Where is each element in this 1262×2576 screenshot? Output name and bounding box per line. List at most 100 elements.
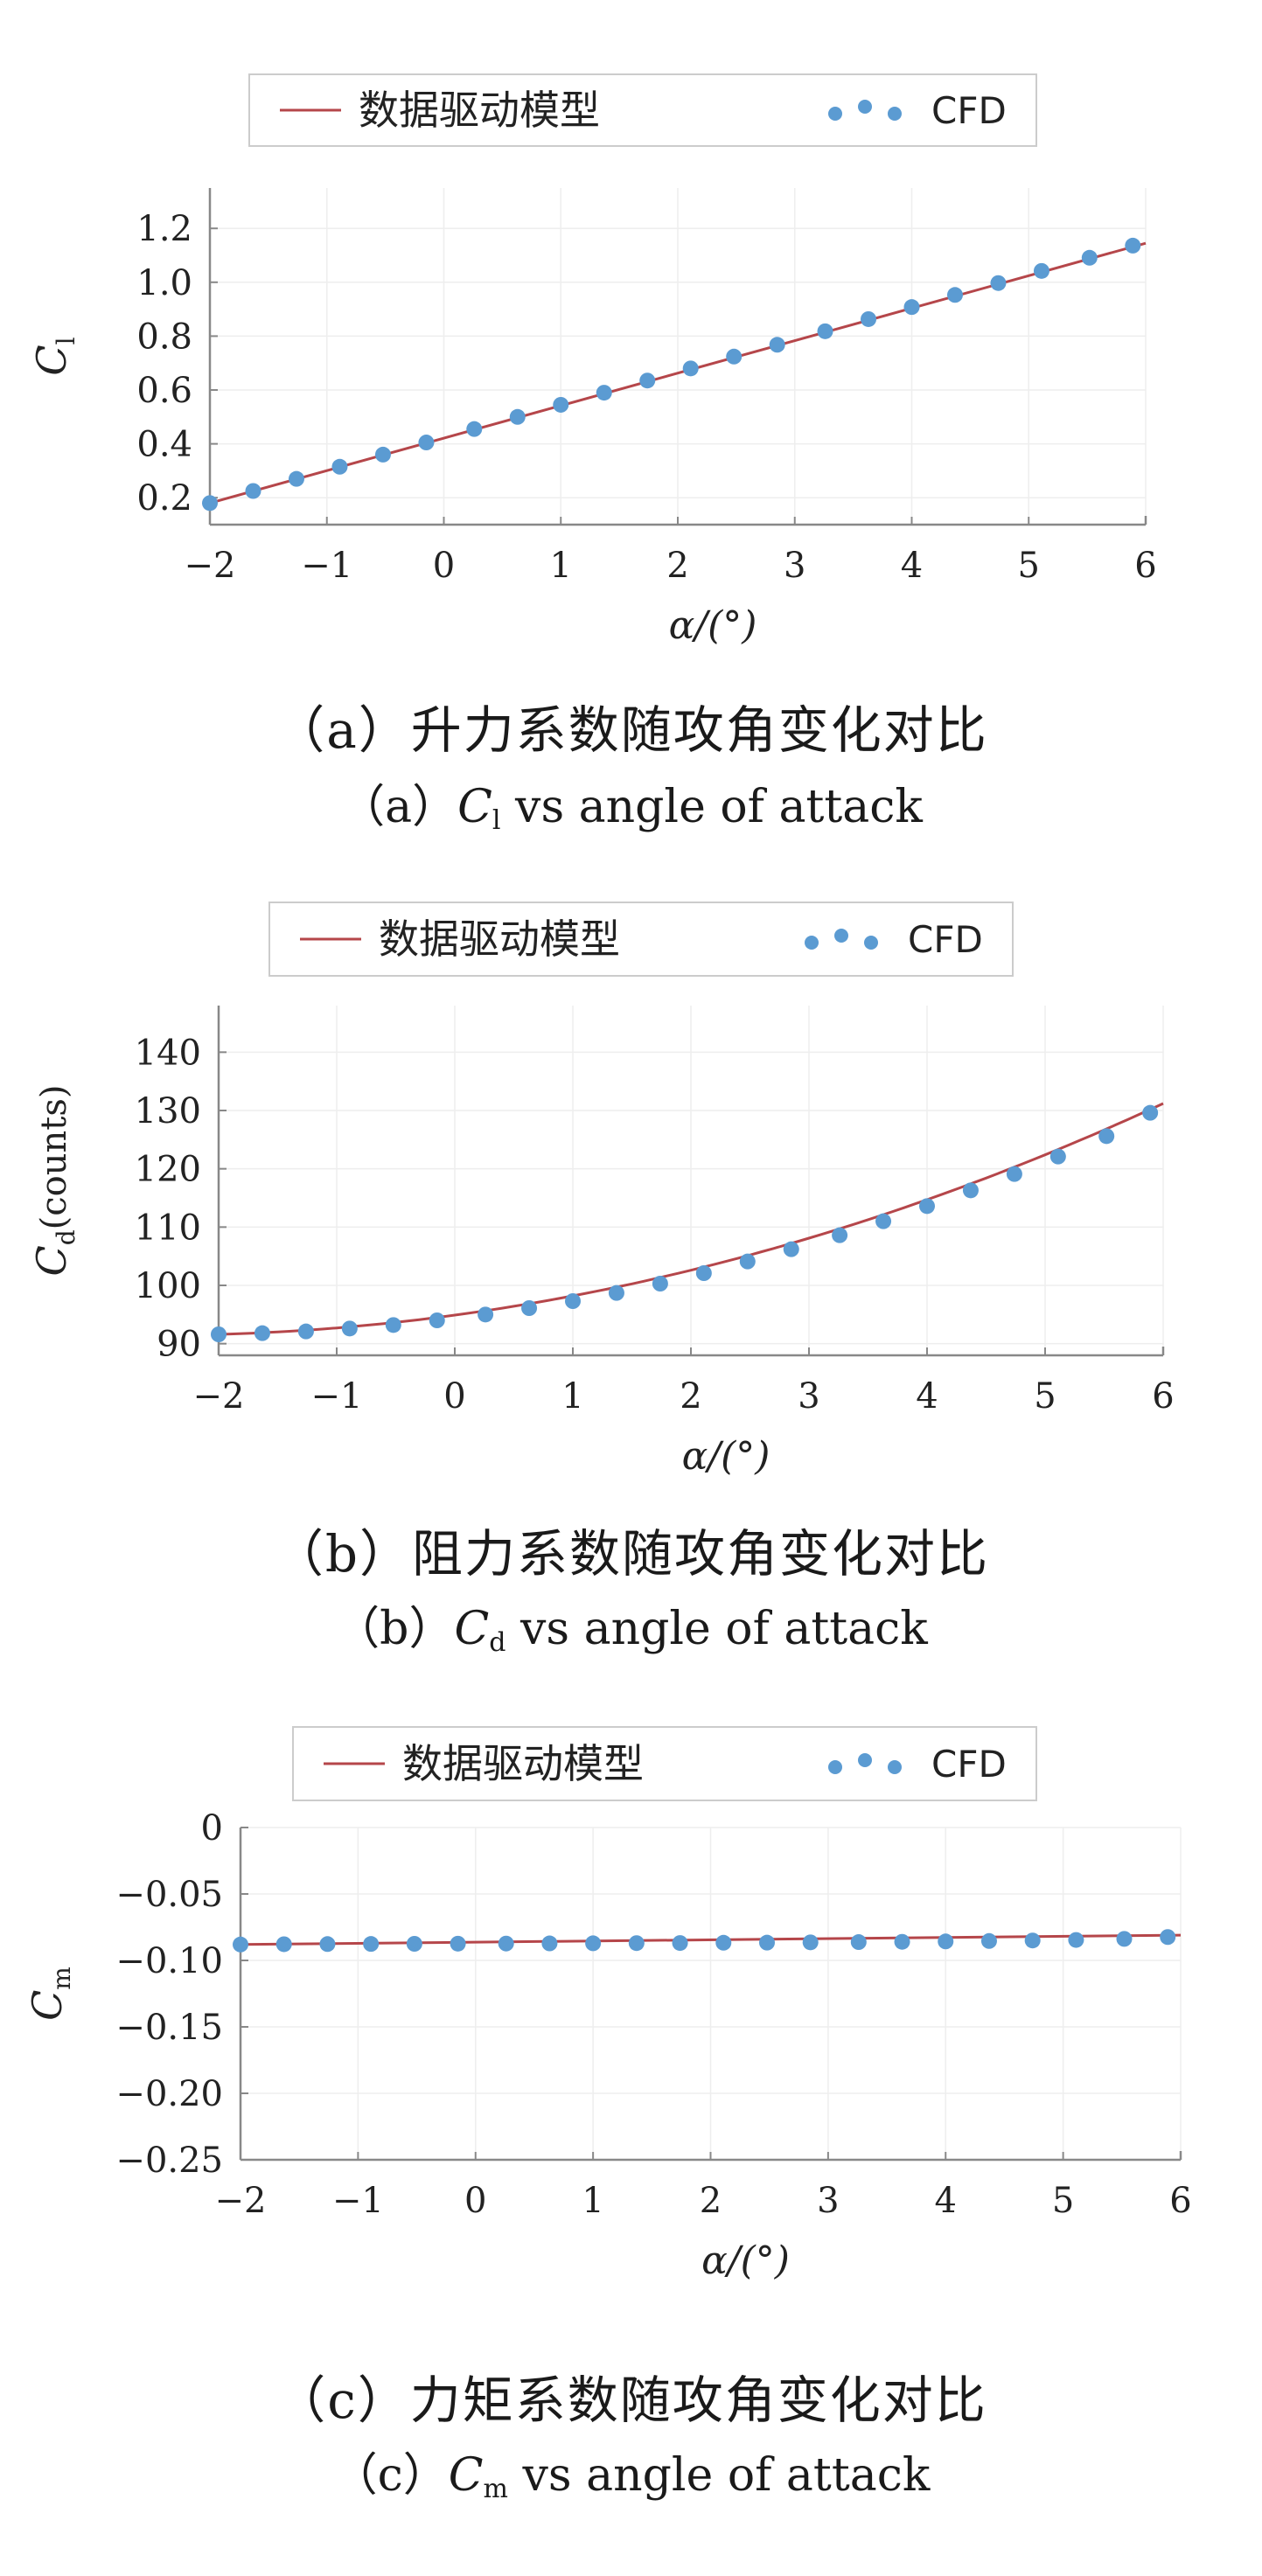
cfd-point <box>1024 1932 1041 1949</box>
cfd-point <box>319 1936 336 1953</box>
cfd-point <box>1049 1148 1066 1165</box>
cfd-point <box>521 1300 538 1316</box>
x-tick-label: −2 <box>193 1376 245 1417</box>
legend: 数据驱动模型 CFD <box>268 902 1014 977</box>
cfd-point <box>245 483 261 499</box>
x-tick-label: 4 <box>935 2181 957 2221</box>
legend-cfd-swatch <box>805 936 819 950</box>
y-tick-label: 0.4 <box>136 425 192 465</box>
legend-box <box>248 73 1037 147</box>
caption-en-symbol: C <box>454 1603 490 1655</box>
y-axis-label-symbol: C <box>28 1245 75 1276</box>
model-line <box>218 1102 1164 1336</box>
caption-en-rest: vs angle of attack <box>505 1603 928 1655</box>
legend-cfd-swatch <box>828 1760 842 1774</box>
cfd-point <box>1125 237 1141 254</box>
cfd-point <box>450 1935 466 1952</box>
y-tick-label: 0.2 <box>136 478 192 519</box>
x-tick-label: −2 <box>215 2181 267 2221</box>
cfd-point <box>275 1936 292 1953</box>
cfd-point <box>498 1935 514 1952</box>
x-tick-label: 2 <box>700 2181 722 2221</box>
cfd-point <box>1006 1166 1022 1182</box>
legend-model-label: 数据驱动模型 <box>359 87 600 134</box>
y-tick-label: 1.2 <box>136 209 192 249</box>
x-tick-label: −1 <box>311 1376 363 1417</box>
y-tick-label: 90 <box>157 1325 201 1365</box>
x-tick-label: 1 <box>561 1376 583 1417</box>
cfd-point <box>903 299 920 316</box>
cfd-point <box>341 1320 358 1337</box>
cfd-point <box>739 1253 756 1270</box>
cfd-point <box>802 1934 819 1951</box>
legend: 数据驱动模型 CFD <box>292 1726 1037 1801</box>
y-tick-label: 130 <box>135 1091 201 1131</box>
caption-zh-lift: （a）升力系数随攻角变化对比 <box>274 700 988 760</box>
x-tick-label: −1 <box>332 2181 384 2221</box>
cfd-point <box>962 1182 979 1199</box>
y-axis-label: Cm <box>24 1967 76 2021</box>
caption-zh-drag: （b）阻力系数随攻角变化对比 <box>272 1524 990 1584</box>
y-axis-label-suffix: (counts) <box>34 1085 74 1230</box>
y-axis-label-symbol: C <box>24 1990 71 2021</box>
x-tick-label: 3 <box>784 546 805 586</box>
cfd-point <box>715 1934 732 1951</box>
caption-en-subscript: l <box>492 805 501 836</box>
cfd-point <box>1116 1931 1133 1947</box>
x-tick-label: 0 <box>443 1376 465 1417</box>
cfd-point <box>990 275 1007 291</box>
x-axis-label: α/(°) <box>701 2238 790 2283</box>
y-axis-label-subscript: m <box>47 1967 76 1990</box>
x-tick-label: 6 <box>1152 1376 1174 1417</box>
x-axis-label: α/(°) <box>682 1434 770 1479</box>
moment-coefficient-chart: −2 −1 0 1 2 3 4 5 6 0 −0.05 −0.10 −0.15 −0.20 −0.25 α/(… <box>24 1726 1192 2283</box>
cfd-point <box>254 1325 270 1341</box>
x-tick-label: −1 <box>301 546 352 586</box>
x-tick-label: 6 <box>1134 546 1156 586</box>
x-tick-label: −2 <box>185 546 236 586</box>
cfd-point <box>374 446 391 463</box>
cfd-point <box>385 1317 401 1333</box>
x-axis-label: α/(°) <box>669 603 757 648</box>
cfd-point <box>418 435 435 451</box>
cfd-point <box>682 360 699 377</box>
cfd-point <box>1142 1104 1159 1121</box>
caption-en-symbol: C <box>448 2449 484 2502</box>
cfd-point <box>850 1934 867 1951</box>
chart-panel-drag: −2 −1 0 1 2 3 4 5 6 90 100 110 120 130 140 α/(°) Cd(coun… <box>28 902 1175 1658</box>
x-tick-label: 3 <box>817 2181 839 2221</box>
caption-en-moment: （c）Cm vs angle of attack <box>0 2438 1262 2504</box>
cfd-point <box>541 1935 558 1952</box>
legend-cfd-swatch <box>864 936 878 950</box>
caption-en-subscript: d <box>489 1627 506 1658</box>
x-tick-label: 1 <box>582 2181 603 2221</box>
legend-cfd-swatch <box>828 107 842 121</box>
cfd-point <box>817 323 833 339</box>
legend-cfd-swatch <box>888 107 902 121</box>
y-tick-label: −0.15 <box>115 2008 223 2048</box>
x-tick-label: 5 <box>1018 546 1040 586</box>
legend-cfd-swatch <box>858 1753 872 1767</box>
cfd-point <box>1033 262 1049 279</box>
cfd-point <box>652 1276 668 1291</box>
x-tick-label: 5 <box>1052 2181 1074 2221</box>
caption-en-subscript: m <box>483 2474 508 2504</box>
caption-en-prefix: （a） <box>339 781 458 833</box>
y-tick-label: −0.05 <box>115 1875 223 1915</box>
cfd-point <box>946 287 963 303</box>
cfd-point <box>478 1306 494 1323</box>
legend-box <box>268 902 1014 977</box>
y-tick-label: 1.0 <box>136 263 192 303</box>
legend-cfd-label: CFD <box>931 89 1007 132</box>
cfd-point <box>759 1934 775 1951</box>
cfd-point <box>509 408 526 425</box>
x-tick-label: 0 <box>433 546 455 586</box>
model-line <box>240 1933 1182 1946</box>
cfd-point <box>202 495 218 512</box>
cfd-point <box>769 337 785 353</box>
cfd-point <box>980 1932 997 1949</box>
cfd-point <box>596 385 612 401</box>
cfd-point <box>861 310 877 327</box>
cfd-point <box>288 470 304 487</box>
y-tick-label: 0.8 <box>136 317 192 357</box>
